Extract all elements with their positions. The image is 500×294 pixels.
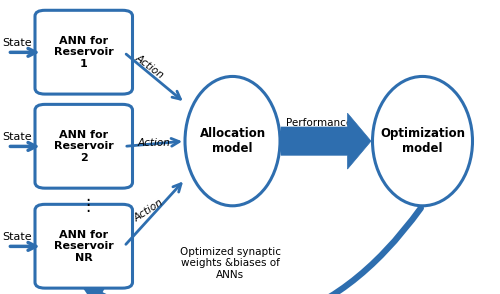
Text: .: . <box>85 186 90 205</box>
Polygon shape <box>281 113 371 169</box>
Text: Action: Action <box>133 52 165 80</box>
Text: ANN for
Reservoir
NR: ANN for Reservoir NR <box>54 230 114 263</box>
Text: Action: Action <box>138 138 170 148</box>
Ellipse shape <box>185 76 280 206</box>
FancyBboxPatch shape <box>35 204 132 288</box>
FancyBboxPatch shape <box>35 104 132 188</box>
Text: State: State <box>2 232 32 242</box>
Text: State: State <box>2 132 32 142</box>
Text: .: . <box>85 192 90 211</box>
FancyBboxPatch shape <box>35 10 132 94</box>
Text: .: . <box>85 198 90 216</box>
Text: Allocation
model: Allocation model <box>200 127 266 155</box>
Text: ANN for
Reservoir
2: ANN for Reservoir 2 <box>54 130 114 163</box>
Text: Optimized synaptic
weights &biases of
ANNs: Optimized synaptic weights &biases of AN… <box>180 247 280 280</box>
Text: ANN for
Reservoir
1: ANN for Reservoir 1 <box>54 36 114 69</box>
Text: Performance: Performance <box>286 118 352 128</box>
Text: State: State <box>2 38 32 48</box>
Text: Action: Action <box>132 197 166 223</box>
Text: Optimization
model: Optimization model <box>380 127 465 155</box>
FancyArrowPatch shape <box>86 208 421 294</box>
Ellipse shape <box>372 76 472 206</box>
